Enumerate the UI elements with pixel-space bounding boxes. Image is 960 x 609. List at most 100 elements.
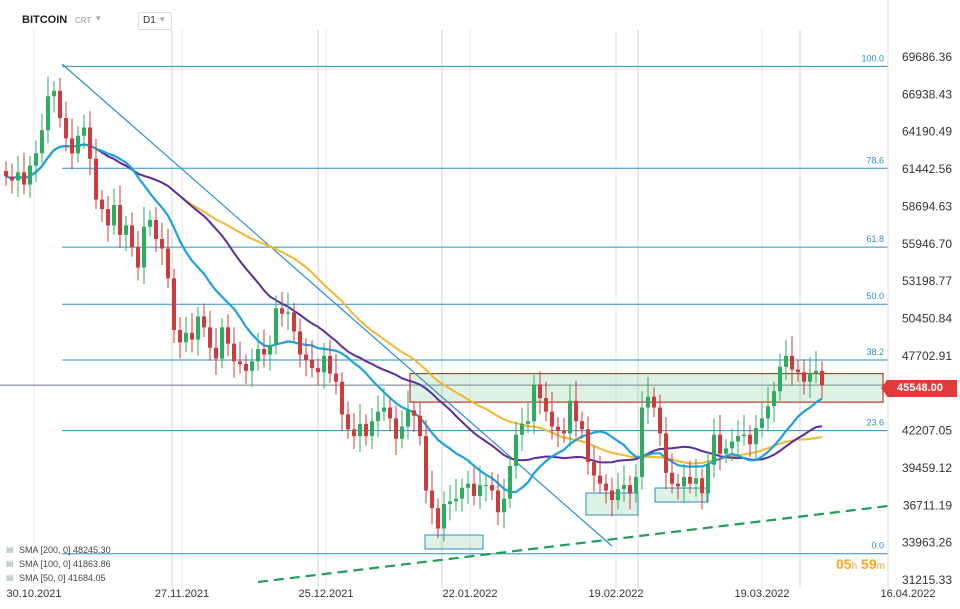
fibonacci-levels: 100.0 78.6 61.8 50.0 38.2 23.6 0.0 <box>0 53 888 555</box>
candle <box>766 386 770 432</box>
candle <box>472 467 476 506</box>
candle <box>814 351 818 384</box>
candle <box>736 419 740 458</box>
candle <box>58 77 62 128</box>
candle <box>244 354 248 384</box>
candle <box>778 353 782 401</box>
fib-level-label: 78.6 <box>866 155 884 165</box>
candle <box>718 415 722 471</box>
candle <box>538 371 542 415</box>
chevron-down-icon[interactable]: ▾ <box>96 13 101 23</box>
moving-averages <box>5 143 823 494</box>
candle <box>160 222 164 265</box>
candle <box>412 400 416 433</box>
candle <box>118 185 122 248</box>
indicator-settings-icon[interactable]: ▤ <box>6 559 14 568</box>
candle <box>760 402 764 438</box>
candle <box>580 411 584 439</box>
trend-lines <box>61 63 889 584</box>
candle <box>352 412 356 450</box>
candle <box>106 196 110 242</box>
candle <box>532 374 536 435</box>
candle <box>94 139 98 210</box>
symbol-type: CRT <box>75 16 92 25</box>
candle <box>664 417 668 490</box>
candle <box>706 451 710 503</box>
candle <box>802 359 806 395</box>
candle <box>376 395 380 438</box>
legend-sma-200-label: SMA [200, 0] 48245.30 <box>19 545 111 555</box>
candle <box>334 353 338 395</box>
candle <box>550 391 554 440</box>
x-axis: 30.10.2021 27.11.2021 25.12.2021 22.01.2022… <box>6 588 935 600</box>
candle <box>112 188 116 235</box>
candle <box>232 327 236 378</box>
candle <box>466 470 470 505</box>
uptrend-line[interactable] <box>257 504 889 584</box>
candle <box>46 76 50 144</box>
candle <box>658 394 662 447</box>
indicator-settings-icon[interactable]: ▤ <box>6 573 14 582</box>
fib-level-label: 0.0 <box>871 541 884 551</box>
candle <box>652 387 656 418</box>
symbol-name[interactable]: BITCOIN <box>22 14 68 26</box>
candle <box>712 418 716 478</box>
candle <box>490 472 494 500</box>
candle <box>88 111 92 176</box>
y-tick-label: 47702.91 <box>902 349 952 363</box>
candle <box>310 340 314 378</box>
y-tick-label: 58694.63 <box>902 199 952 213</box>
candle <box>418 402 422 446</box>
candle <box>142 207 146 284</box>
x-tick-label: 19.02.2022 <box>588 588 643 600</box>
indicator-settings-icon[interactable]: ▤ <box>6 545 14 554</box>
candle <box>430 470 434 525</box>
candle <box>166 228 170 288</box>
candle <box>610 477 614 517</box>
countdown-m-unit: m <box>876 561 885 572</box>
candle <box>796 359 800 382</box>
candle <box>40 113 44 163</box>
timeframe-select[interactable]: D1 <box>138 12 172 30</box>
candle <box>784 339 788 380</box>
x-tick-label: 30.10.2021 <box>6 588 61 600</box>
downtrend-line[interactable] <box>61 63 613 547</box>
candle <box>64 101 68 152</box>
candle <box>10 163 14 194</box>
support-zone[interactable] <box>424 534 484 550</box>
candle <box>694 458 698 497</box>
chevron-down-icon[interactable]: ▾ <box>160 14 165 24</box>
countdown-h-unit: h <box>851 561 858 572</box>
candle <box>790 336 794 386</box>
legend-sma-50[interactable]: ▤ SMA [50, 0] 41684.05 <box>6 573 106 583</box>
candle <box>370 408 374 450</box>
candle <box>388 398 392 432</box>
candle <box>292 302 296 341</box>
sma-50-line[interactable] <box>5 143 823 494</box>
candle <box>196 306 200 356</box>
legend-sma-200[interactable]: ▤ SMA [200, 0] 48245.30 <box>6 545 111 555</box>
candle <box>184 316 188 352</box>
candle <box>256 332 260 371</box>
countdown-minutes: 59 <box>861 556 877 572</box>
candle <box>262 329 266 368</box>
x-tick-label: 19.03.2022 <box>734 588 789 600</box>
candle <box>148 210 152 237</box>
candle <box>208 311 212 361</box>
support-zone[interactable] <box>654 487 708 503</box>
candle <box>508 456 512 509</box>
x-tick-label: 25.12.2021 <box>298 588 353 600</box>
candle <box>178 317 182 359</box>
candle <box>130 212 134 257</box>
candle <box>226 314 230 357</box>
legend-sma-100[interactable]: ▤ SMA [100, 0] 41863.86 <box>6 559 111 569</box>
sma-100-line[interactable] <box>5 143 823 464</box>
candle <box>574 381 578 438</box>
candle <box>562 417 566 443</box>
candle <box>724 438 728 464</box>
candle <box>514 421 518 479</box>
candle <box>394 405 398 456</box>
countdown-hours: 05 <box>836 556 852 572</box>
candle <box>34 140 38 182</box>
